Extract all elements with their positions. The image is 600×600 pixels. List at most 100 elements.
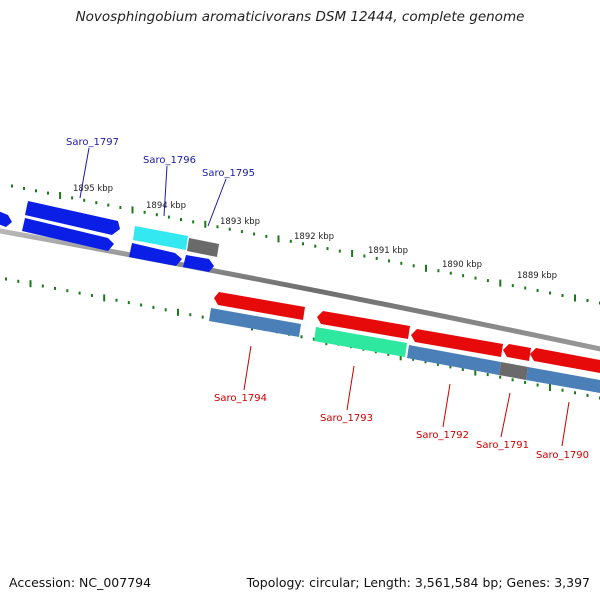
gene-label-saro-1793[interactable]: Saro_1793: [320, 413, 373, 424]
minor-tick: [400, 261, 403, 265]
gene-label-saro-1790[interactable]: Saro_1790: [536, 450, 589, 461]
gene-saro-1792-upper[interactable]: [411, 329, 503, 357]
major-tick: [499, 279, 502, 287]
minor-tick: [524, 286, 527, 290]
minor-tick: [511, 284, 514, 288]
minor-tick: [436, 362, 439, 366]
minor-tick: [549, 291, 552, 295]
minor-tick: [216, 225, 219, 229]
minor-tick: [90, 294, 93, 297]
minor-tick: [127, 301, 130, 305]
gene-saro-1791-upper[interactable]: [503, 344, 531, 361]
leader-saro-1797: [79, 147, 90, 199]
minor-tick: [140, 303, 143, 307]
minor-tick: [54, 286, 56, 290]
minor-tick: [253, 232, 256, 236]
genome-backbone: [0, 228, 600, 352]
major-tick: [425, 264, 427, 272]
minor-tick: [375, 256, 378, 260]
gene-saro-1796-lower[interactable]: [129, 243, 182, 266]
leader-saro-1795: [207, 178, 227, 227]
plus-strand-genes: [0, 201, 219, 272]
gene-saro-1794-lower[interactable]: [209, 308, 301, 337]
major-tick: [29, 280, 32, 288]
gene-saro-1797-upper[interactable]: [25, 201, 120, 235]
minor-tick: [119, 206, 122, 209]
genome-summary: Topology: circular; Length: 3,561,584 bp…: [246, 575, 590, 590]
gene-saro-1795-upper[interactable]: [187, 238, 219, 257]
leader-saro-1792: [442, 383, 451, 428]
major-tick: [574, 294, 576, 302]
gene-label-saro-1795[interactable]: Saro_1795: [202, 168, 255, 179]
gene-saro-1791-lower[interactable]: [499, 362, 528, 380]
major-tick: [204, 220, 207, 228]
gene-saro-1795-lower[interactable]: [183, 255, 214, 272]
minor-tick: [23, 186, 25, 190]
minor-tick: [326, 247, 329, 251]
minor-tick: [561, 388, 564, 392]
minor-tick: [5, 277, 7, 281]
major-tick: [59, 192, 62, 199]
accession-label: Accession: NC_007794: [9, 575, 152, 590]
major-tick: [177, 308, 179, 316]
genome-title: Novosphingobium aromaticivorans DSM 1244…: [75, 9, 525, 25]
minor-tick: [152, 305, 155, 309]
minor-tick: [486, 279, 489, 283]
minor-tick: [462, 274, 465, 278]
gene-saro-1792-lower[interactable]: [407, 345, 501, 375]
gene-label-saro-1791[interactable]: Saro_1791: [476, 440, 529, 451]
minor-tick: [437, 269, 440, 273]
major-tick: [399, 353, 402, 361]
minor-tick: [228, 227, 231, 231]
gene-saro-1790-upper[interactable]: [530, 348, 600, 373]
minor-tick: [412, 264, 415, 268]
minor-tick: [289, 239, 292, 243]
kbp-label-1894: 1894 kbp: [146, 201, 186, 211]
minor-tick: [449, 365, 452, 369]
minor-tick: [115, 298, 118, 302]
minor-tick: [449, 271, 452, 275]
gene-arrow[interactable]: [0, 211, 12, 227]
gene-label-leaders: [79, 147, 570, 447]
minor-tick: [474, 276, 477, 280]
gene-saro-1797-lower[interactable]: [22, 218, 114, 251]
minor-tick: [586, 299, 589, 302]
minor-tick: [363, 254, 366, 258]
gene-saro-1794-upper[interactable]: [214, 292, 305, 320]
gene-saro-1790-lower[interactable]: [526, 367, 600, 393]
minor-tick: [17, 279, 20, 283]
minor-tick: [41, 284, 44, 288]
minor-tick: [66, 289, 69, 293]
gene-label-saro-1796[interactable]: Saro_1796: [143, 155, 196, 166]
minor-tick: [143, 210, 146, 214]
kbp-scale-labels: 1895 kbp 1894 kbp 1893 kbp 1892 kbp 1891…: [73, 184, 557, 281]
minor-tick: [107, 203, 110, 207]
major-tick: [474, 368, 477, 376]
minor-tick: [240, 230, 243, 234]
minor-tick: [302, 242, 304, 246]
gene-label-saro-1797[interactable]: Saro_1797: [66, 137, 119, 148]
major-tick: [351, 250, 354, 257]
major-tick: [131, 206, 134, 214]
major-tick: [549, 384, 551, 391]
minor-tick: [180, 218, 182, 221]
leader-saro-1790: [561, 401, 570, 447]
minor-tick: [192, 220, 195, 224]
minor-tick: [300, 335, 303, 339]
gene-saro-1793-lower[interactable]: [314, 327, 407, 357]
minor-tick: [412, 357, 415, 361]
minor-tick: [314, 244, 317, 248]
gene-saro-1793-upper[interactable]: [317, 311, 410, 339]
gene-label-saro-1794[interactable]: Saro_1794: [214, 393, 267, 404]
minor-tick: [486, 373, 489, 377]
gene-label-saro-1792[interactable]: Saro_1792: [416, 430, 469, 441]
minor-tick: [47, 191, 49, 195]
minor-tick: [71, 196, 74, 200]
minus-strand-genes: [209, 292, 600, 393]
minor-tick: [574, 391, 576, 395]
gene-saro-1796-upper[interactable]: [133, 226, 188, 250]
minor-tick: [35, 189, 37, 193]
kbp-label-1889: 1889 kbp: [517, 271, 557, 281]
minor-tick: [586, 393, 589, 397]
